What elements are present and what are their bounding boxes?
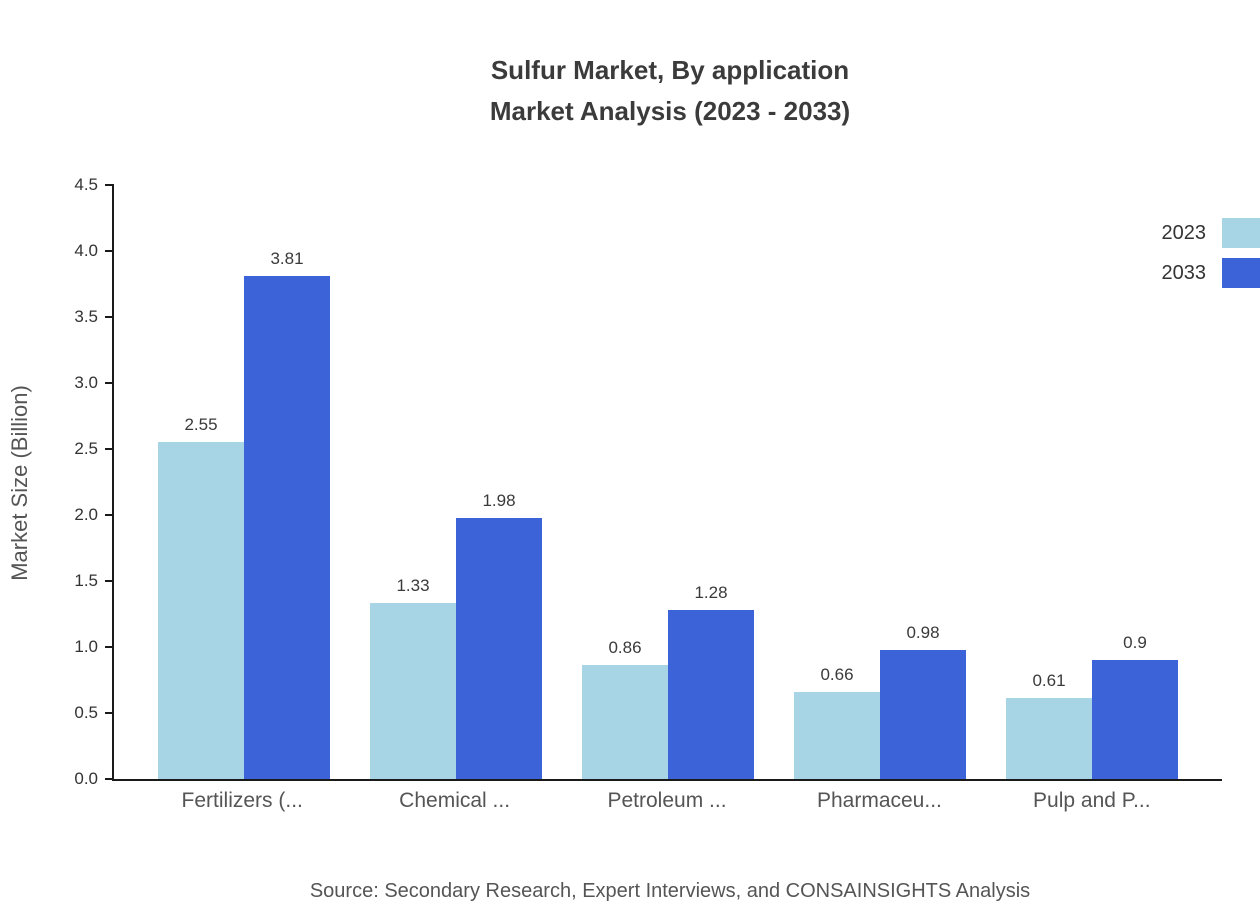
y-tick-mark	[105, 184, 114, 186]
y-tick-label: 0.0	[74, 769, 98, 788]
y-tick-mark	[105, 712, 114, 715]
y-tick-mark	[105, 382, 114, 384]
category-label: Pharmaceu...	[816, 789, 942, 812]
category-label: Petroleum ...	[607, 789, 727, 812]
bar-2023	[582, 665, 668, 779]
y-tick-mark	[105, 778, 114, 780]
legend-swatch	[1222, 258, 1260, 288]
bar-2023	[158, 442, 244, 779]
bar-value-label: 1.28	[694, 583, 728, 603]
bar-column: 1.33	[370, 185, 456, 779]
bar-2023	[370, 603, 456, 779]
bar-column: 0.61	[1006, 185, 1092, 779]
bar-2033	[244, 276, 330, 779]
bar-2033	[668, 610, 754, 779]
y-tick-label: 4.0	[74, 241, 98, 261]
category-label: Chemical ...	[399, 789, 511, 812]
y-tick-label: 0.5	[74, 703, 98, 723]
y-tick-mark	[105, 448, 114, 450]
bar-column: 0.66	[794, 185, 880, 779]
bar-value-label: 0.9	[1123, 633, 1147, 653]
legend-label: 2033	[1161, 261, 1207, 284]
y-tick-label: 3.0	[74, 373, 98, 392]
bar-value-label: 2.55	[184, 415, 218, 435]
bar-column: 0.98	[880, 185, 966, 779]
legend-item-2023: 2023	[1162, 218, 1260, 248]
bar-value-label: 0.61	[1032, 671, 1066, 691]
y-tick-label: 2.0	[74, 505, 98, 525]
y-tick-label: 3.5	[74, 307, 98, 326]
bar-2023	[1006, 698, 1092, 779]
bar-2033	[456, 517, 542, 779]
y-tick-label: 4.5	[74, 175, 98, 194]
y-tick-label: 2.5	[74, 439, 98, 458]
bar-groups: 2.55 3.81 1.33 1.98 0.86 1.28 0.66 0.98 0.61 0.9	[114, 185, 1222, 779]
legend: 2023 2033	[1162, 218, 1260, 288]
plot-area: 2.55 3.81 1.33 1.98 0.86 1.28 0.66 0.98 0.61 0.9 …	[74, 175, 1222, 788]
bar-value-label: 0.86	[608, 638, 642, 658]
y-tick-mark	[105, 316, 114, 318]
bar-2023	[794, 691, 880, 779]
legend-swatch	[1222, 218, 1260, 248]
chart-title-line2: Market Analysis (2023 - 2033)	[489, 96, 851, 126]
bar-value-label: 0.66	[820, 664, 854, 684]
y-tick-label: 1.5	[74, 571, 98, 590]
x-axis-category-labels: Fertilizers (... Chemical ... Petroleum ..…	[112, 789, 1222, 813]
category-label: Pulp and P...	[1033, 789, 1151, 812]
bar-group: 2.55 3.81	[138, 185, 350, 779]
y-tick-mark	[105, 514, 114, 517]
bar-column: 0.86	[582, 185, 668, 779]
y-tick-mark	[105, 250, 114, 253]
bar-2033	[1092, 660, 1178, 779]
bar-value-label: 1.98	[482, 490, 516, 510]
bar-group: 0.61 0.9	[986, 185, 1198, 779]
y-tick-label: 1.0	[74, 637, 98, 657]
legend-item-2033: 2033	[1162, 258, 1260, 288]
legend-label: 2023	[1161, 221, 1207, 244]
source-note: Source: Secondary Research, Expert Inter…	[309, 880, 1031, 902]
bar-value-label: 3.81	[270, 249, 304, 269]
chart-title: Sulfur Market, By application Market Ana…	[80, 50, 1260, 132]
bar-column: 1.28	[668, 185, 754, 779]
bar-group: 0.86 1.28	[562, 185, 774, 779]
bar-group: 0.66 0.98	[774, 185, 986, 779]
category-label: Fertilizers (...	[181, 789, 303, 812]
bar-group: 1.33 1.98	[350, 185, 562, 779]
bar-value-label: 1.33	[396, 576, 430, 596]
bar-column: 0.9	[1092, 185, 1178, 779]
bar-column: 2.55	[158, 185, 244, 779]
y-tick-mark	[105, 580, 114, 582]
bar-column: 3.81	[244, 185, 330, 779]
bar-column: 1.98	[456, 185, 542, 779]
chart-title-line1: Sulfur Market, By application	[490, 55, 850, 85]
bar-value-label: 0.98	[906, 622, 940, 642]
y-tick-mark	[105, 646, 114, 649]
bar-2033	[880, 649, 966, 779]
y-axis-label: Market Size (Billion)	[7, 385, 32, 581]
